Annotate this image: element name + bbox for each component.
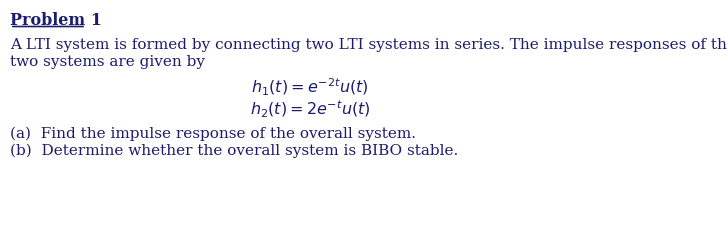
Text: A LTI system is formed by connecting two LTI systems in series. The impulse resp: A LTI system is formed by connecting two… [10,38,727,52]
Text: Problem 1: Problem 1 [10,12,102,29]
Text: $h_2(t) = 2e^{-t}u(t)$: $h_2(t) = 2e^{-t}u(t)$ [249,99,370,120]
Text: two systems are given by: two systems are given by [10,55,205,69]
Text: (b)  Determine whether the overall system is BIBO stable.: (b) Determine whether the overall system… [10,144,458,158]
Text: $h_1(t) = e^{-2t}u(t)$: $h_1(t) = e^{-2t}u(t)$ [252,77,369,98]
Text: (a)  Find the impulse response of the overall system.: (a) Find the impulse response of the ove… [10,127,416,141]
